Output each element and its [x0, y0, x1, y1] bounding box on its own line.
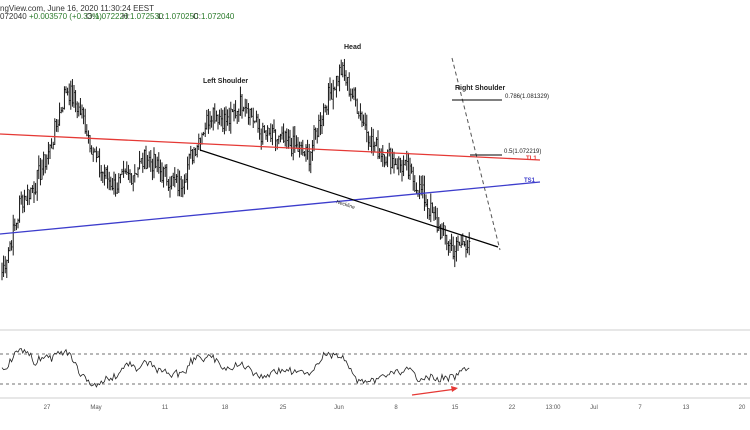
x-tick-label: 11	[162, 405, 169, 411]
x-tick-label: 18	[222, 405, 229, 411]
chart-header: ngView.com, June 16, 2020 11:30:24 EEST	[0, 4, 160, 18]
head-label: Head	[344, 44, 361, 51]
ohlc-header-row: 072040 +0.003570 (+0.33%) O: 1.072220 H:…	[0, 12, 235, 21]
x-tick-label: 13	[683, 405, 690, 411]
ts1-support-line	[0, 181, 541, 235]
x-tick-label: 25	[280, 405, 287, 411]
fib-5-label: 0.5(1.072219)	[504, 149, 541, 155]
open-value: 1.072220	[95, 12, 129, 21]
symbol-tail-text: 072040	[0, 12, 27, 21]
close-label: C:	[193, 12, 201, 21]
x-tick-label: 7	[638, 405, 642, 411]
high-label: H:	[122, 12, 130, 21]
projection-dashed-line	[451, 57, 501, 251]
x-tick-label: 27	[44, 405, 51, 411]
x-tick-label: Jun	[334, 405, 344, 411]
low-value: 1.070250	[165, 12, 199, 21]
divergence-arrow-line	[411, 388, 457, 396]
ts1-label: TS1	[524, 178, 536, 184]
neckline-line	[199, 149, 499, 248]
open-label: O:	[86, 12, 94, 21]
tl1-label: TL1	[526, 156, 537, 162]
x-tick-label: 13:00	[545, 405, 561, 411]
x-axis: 27 May 11 18 25 Jun 8 15 22 13:00 Jul 7 …	[44, 405, 746, 411]
x-tick-label: 15	[452, 405, 459, 411]
divergence-arrow-head	[451, 386, 458, 392]
price-bars	[1, 58, 471, 281]
x-tick-label: Jul	[590, 405, 598, 411]
left-shoulder-label: Left Shoulder	[203, 78, 248, 85]
x-tick-label: May	[90, 405, 101, 411]
high-value: 1.072530	[130, 12, 164, 21]
change-text: +0.003570 (+0.33%)	[29, 12, 102, 21]
right-shoulder-label: Right Shoulder	[455, 85, 505, 92]
x-tick-label: 8	[394, 405, 398, 411]
tl1-resistance-line	[0, 133, 541, 161]
fib-786-label: 0.786(1.081329)	[505, 94, 549, 100]
chart-source-text: ngView.com, June 16, 2020 11:30:24 EEST	[0, 4, 155, 13]
x-tick-label: 20	[739, 405, 746, 411]
neckline-label: Neckline	[335, 199, 355, 211]
oscillator-line	[1, 348, 470, 388]
close-value: 1.072040	[201, 12, 235, 21]
low-label: L:	[158, 12, 165, 21]
x-tick-label: 22	[509, 405, 516, 411]
